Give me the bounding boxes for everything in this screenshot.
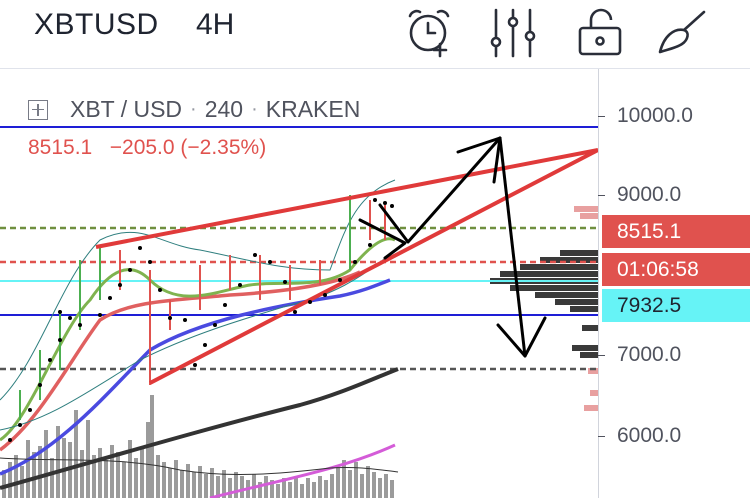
lock-icon[interactable] bbox=[574, 6, 628, 60]
interval-selector[interactable]: 4H bbox=[196, 8, 235, 41]
bar-countdown-tag: 01:06:58 bbox=[602, 253, 750, 286]
chart-legend[interactable]: XBT / USD · 240 · KRAKEN bbox=[28, 96, 360, 123]
add-symbol-icon[interactable] bbox=[28, 99, 48, 120]
legend-exchange: KRAKEN bbox=[265, 96, 361, 122]
legend-last-price: 8515.1 bbox=[28, 136, 93, 159]
price-tick: 9000.0 bbox=[617, 183, 682, 206]
tick-mark bbox=[598, 436, 605, 437]
legend-separator: · bbox=[251, 98, 258, 120]
legend-separator: · bbox=[190, 98, 197, 120]
sar-dots bbox=[8, 198, 394, 442]
volume-profile-up bbox=[574, 206, 598, 411]
legend-price-change: 8515.1 −205.0 (−2.35%) bbox=[28, 136, 266, 160]
tick-mark bbox=[598, 195, 605, 196]
brush-draw-icon[interactable] bbox=[656, 6, 710, 60]
tick-mark bbox=[598, 116, 605, 117]
last-price-tag: 8515.1 bbox=[602, 215, 750, 248]
marker-price-tag: 7932.5 bbox=[602, 289, 750, 322]
top-toolbar: XBTUSD 4H bbox=[0, 0, 750, 69]
volume-profile bbox=[490, 250, 598, 358]
alarm-add-icon[interactable] bbox=[402, 6, 456, 60]
price-tick: 10000.0 bbox=[617, 104, 693, 127]
tick-mark bbox=[598, 355, 605, 356]
indicators-sliders-icon[interactable] bbox=[486, 6, 540, 60]
legend-pair: XBT / USD bbox=[70, 96, 183, 122]
volume-bars bbox=[2, 395, 394, 498]
price-tick: 6000.0 bbox=[617, 424, 682, 447]
price-axis[interactable] bbox=[598, 69, 750, 498]
price-chart[interactable] bbox=[0, 69, 750, 498]
symbol-name[interactable]: XBTUSD bbox=[34, 8, 159, 41]
candles bbox=[19, 195, 386, 420]
price-tick: 7000.0 bbox=[617, 343, 682, 366]
legend-resolution: 240 bbox=[204, 96, 244, 122]
legend-change: −205.0 (−2.35%) bbox=[109, 136, 267, 159]
